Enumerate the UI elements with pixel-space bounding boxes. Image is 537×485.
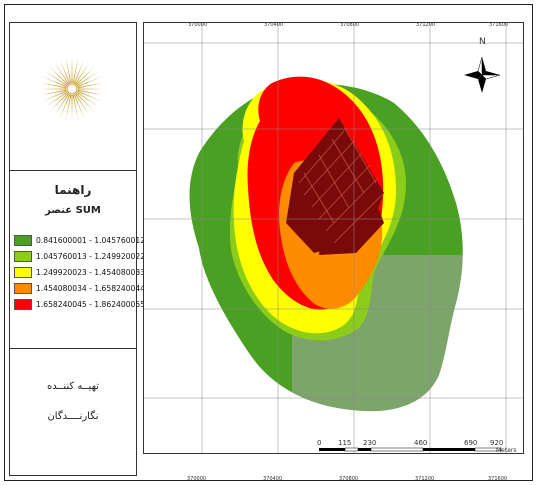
- emblem-ray: [76, 71, 99, 87]
- legend-label: 1.658240045 - 1.862400055: [36, 300, 146, 309]
- credit-section: تهیــه کننــده نگارنــــدگان: [10, 349, 136, 475]
- emblem-ray: [73, 94, 85, 119]
- legend-swatch: [14, 283, 32, 294]
- scale-bar: [319, 447, 502, 452]
- emblem-ray: [40, 88, 67, 90]
- legend-swatch: [14, 267, 32, 278]
- emblem-logo: [40, 57, 104, 121]
- emblem-ray: [40, 89, 67, 96]
- coordinate-grid: [144, 23, 523, 453]
- map-canvas: [144, 23, 523, 453]
- x-tick-bottom: 371600: [488, 476, 508, 482]
- emblem-ray: [75, 66, 95, 86]
- legend-swatch: [14, 299, 32, 310]
- emblem-ray: [65, 57, 72, 84]
- x-tick-bottom: 370400: [263, 476, 283, 482]
- x-tick-bottom: 370800: [339, 476, 359, 482]
- emblem-ray: [77, 90, 102, 102]
- emblem-ray: [49, 92, 69, 112]
- emblem-ray: [75, 92, 95, 112]
- emblem-ray: [40, 82, 67, 89]
- emblem-ray: [71, 94, 73, 121]
- emblem-ray: [76, 91, 99, 107]
- scale-label: 115: [338, 439, 352, 447]
- scale-label: 690: [464, 439, 478, 447]
- scale-label: 0: [317, 439, 322, 447]
- legend-item: 1.454080034 - 1.658240044: [14, 283, 145, 295]
- x-tick-top: 370000: [188, 22, 208, 28]
- legend-section: راهنما عنصر SUM 0.841600001 - 1.04576001…: [10, 171, 145, 349]
- emblem-ray: [77, 89, 104, 96]
- emblem-ray: [74, 93, 90, 116]
- legend-label: 1.454080034 - 1.658240044: [36, 284, 146, 293]
- logo-section: [10, 23, 136, 171]
- x-tick-bottom: 370000: [187, 476, 207, 482]
- emblem-ray: [71, 57, 73, 84]
- x-tick-top: 370800: [340, 22, 360, 28]
- legend-item: 0.841600001 - 1.045760012: [14, 235, 145, 247]
- legend-item: 1.249920023 - 1.454080033: [14, 267, 145, 279]
- street-grid: [298, 126, 385, 244]
- emblem-ray: [42, 90, 67, 102]
- legend-panel: راهنما عنصر SUM 0.841600001 - 1.04576001…: [9, 22, 145, 476]
- legend-item: 1.045760013 - 1.249920022: [14, 251, 145, 263]
- scale-label: 920: [490, 439, 504, 447]
- emblem-ray: [77, 88, 104, 90]
- emblem-ray: [45, 91, 68, 107]
- credit-name: نگارنــــدگان: [47, 411, 99, 422]
- emblem-ray: [72, 57, 79, 84]
- scale-label: 230: [363, 439, 377, 447]
- emblem-ray: [65, 94, 72, 121]
- emblem-ray: [59, 94, 71, 119]
- emblem-ray: [59, 59, 71, 84]
- emblem-ray: [54, 62, 70, 85]
- emblem-ray: [77, 76, 102, 88]
- emblem-ray: [72, 94, 79, 121]
- legend-item: 1.658240045 - 1.862400055: [14, 299, 145, 311]
- legend-subtitle: عنصر SUM: [45, 205, 101, 216]
- emblem-ray: [45, 71, 68, 87]
- scale-label: 460: [414, 439, 428, 447]
- emblem-center: [66, 83, 78, 95]
- map-view[interactable]: N 370000 370400 370800 371200 371600 325…: [143, 22, 524, 454]
- x-tick-top: 371200: [416, 22, 436, 28]
- credit-label: تهیــه کننــده: [47, 381, 99, 392]
- north-label: N: [479, 37, 486, 47]
- x-tick-bottom: 371200: [415, 476, 435, 482]
- legend-label: 0.841600001 - 1.045760012: [36, 236, 146, 245]
- legend-label: 1.045760013 - 1.249920022: [36, 252, 146, 261]
- emblem-ray: [54, 93, 70, 116]
- legend-swatch: [14, 251, 32, 262]
- emblem-ray: [49, 66, 69, 86]
- legend-swatch: [14, 235, 32, 246]
- scale-unit: Meters: [496, 447, 517, 454]
- emblem-ray: [77, 82, 104, 89]
- x-tick-top: 370400: [264, 22, 284, 28]
- x-tick-top: 371600: [489, 22, 509, 28]
- emblem-ray: [74, 62, 90, 85]
- north-arrow-icon: [464, 56, 501, 93]
- emblem-ray: [73, 59, 85, 84]
- legend-label: 1.249920023 - 1.454080033: [36, 268, 146, 277]
- legend-title: راهنما: [54, 183, 92, 197]
- emblem-ray: [42, 76, 67, 88]
